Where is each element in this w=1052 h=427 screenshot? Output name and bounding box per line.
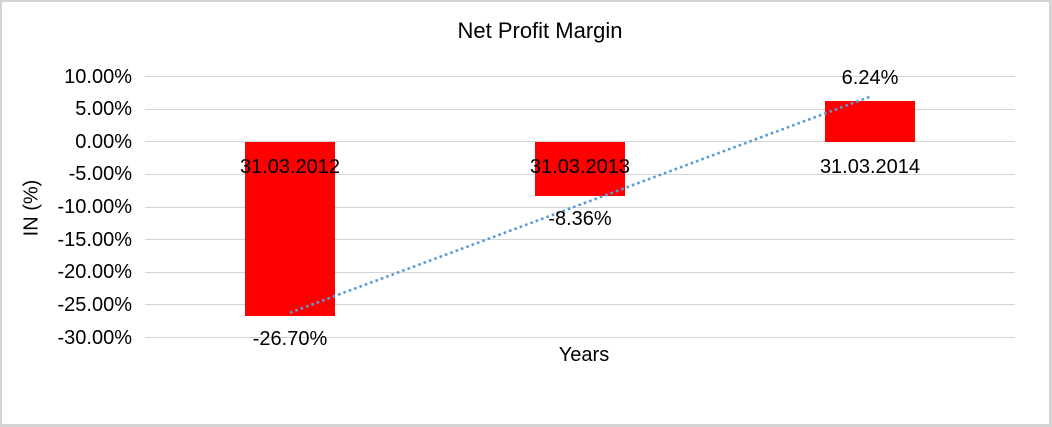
y-tick-label: -10.00% [57,196,133,218]
y-tick-label: -15.00% [57,228,133,251]
y-tick-label: -5.00% [68,163,132,186]
y-tick-label: -30.00% [57,326,133,349]
y-tick-label: -25.00% [57,293,133,316]
y-tick-label: 0.00% [75,130,132,153]
y-tick-label: 5.00% [75,98,132,121]
y-tick-label: -20.00% [57,261,133,284]
value-label: -26.70% [252,327,328,350]
gridline--30 [145,337,1015,338]
gridline-10 [145,76,1015,77]
category-label: 31.03.2012 [239,156,341,178]
category-label: 31.03.2014 [819,156,921,178]
chart-title: Net Profit Margin [457,18,623,43]
x-axis-title: Years [558,344,610,366]
y-tick-label: 10.00% [64,65,132,88]
value-label: 6.24% [841,67,899,90]
value-label: -8.36% [548,208,612,231]
bar-31.03.2014 [825,101,915,142]
category-label: 31.03.2013 [529,156,631,178]
linear-trendline [289,95,871,314]
